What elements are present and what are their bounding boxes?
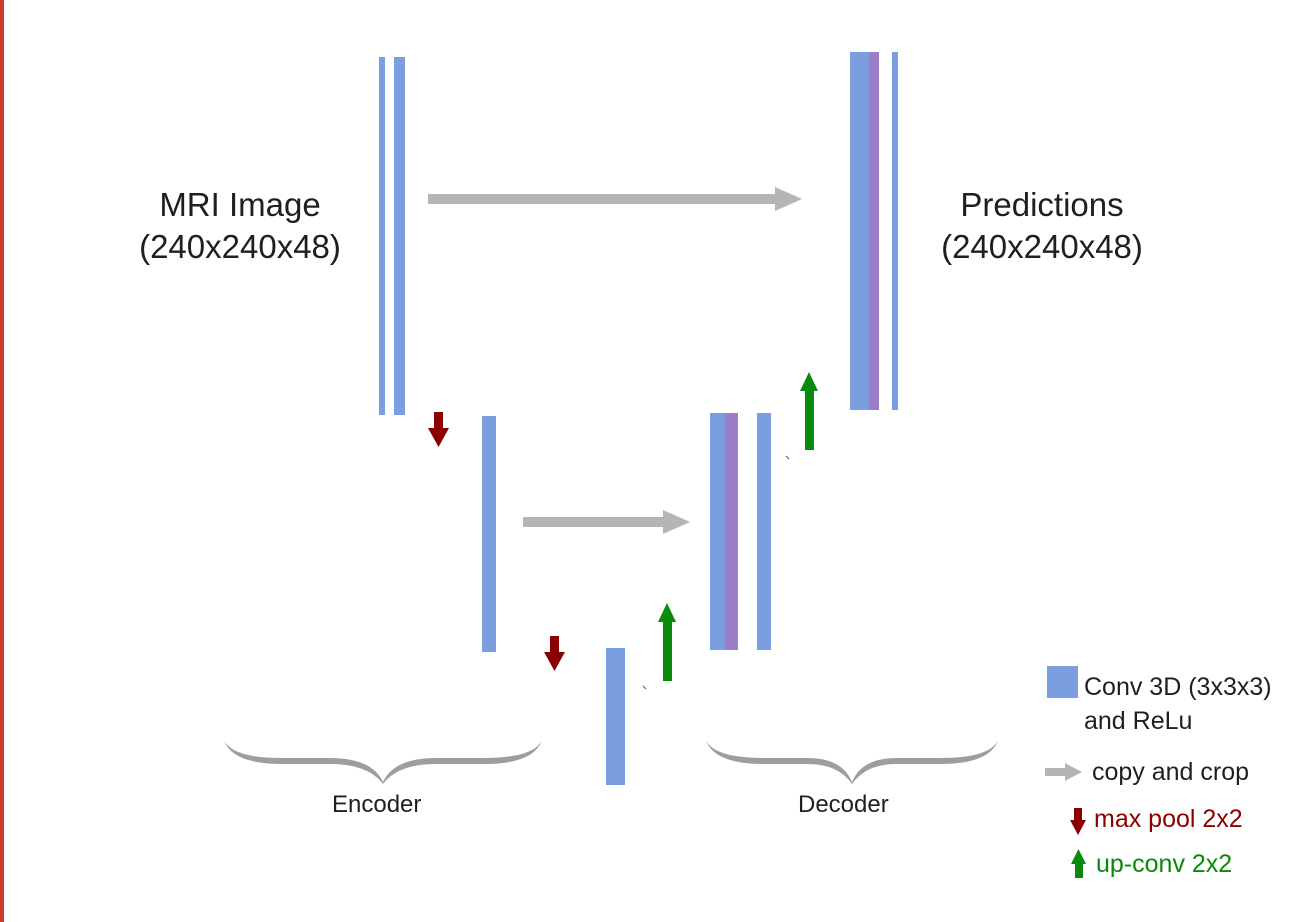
input-label-title: MRI Image [159,186,321,223]
decoder-l2-concat-map [725,413,738,650]
legend-up-conv-label: up-conv 2x2 [1096,850,1233,878]
legend-conv-label-line1: Conv 3D (3x3x3) [1084,673,1272,701]
left-border [0,0,4,922]
legend-conv-swatch [1047,666,1078,698]
decoder-l2-feature-map [757,413,771,650]
legend-max-pool-arrow-icon [1070,808,1086,835]
copy-crop-arrow-top [428,187,802,211]
max-pool-arrow-1 [428,412,449,447]
decoder-l1-output-map [892,52,898,410]
up-conv-arrow-2 [800,372,818,450]
output-label-title: Predictions [960,186,1124,223]
decoder-l2-upsampled-map [710,413,725,650]
stray-mark-1 [642,685,647,690]
copy-crop-arrow-middle [523,510,690,534]
decoder-label: Decoder [798,791,889,818]
max-pool-arrow-2 [544,636,565,671]
input-label: MRI Image (240x240x48) [110,184,370,268]
legend-max-pool-label: max pool 2x2 [1094,805,1243,833]
encoder-l1-feature-map-2 [394,57,405,415]
legend-copy-label: copy and crop [1092,758,1250,786]
legend-up-conv-arrow-icon [1071,849,1086,878]
encoder-brace [224,740,542,784]
output-label: Predictions (240x240x48) [912,184,1172,268]
decoder-brace [706,740,998,784]
encoder-l1-feature-map-1 [379,57,385,415]
legend-conv-label-line2: and ReLu [1084,707,1193,735]
legend-copy-arrow-icon [1045,763,1082,781]
encoder-l2-feature-map [482,416,496,652]
decoder-l1-upsampled-map [850,52,869,410]
up-conv-arrow-1 [658,603,676,681]
input-label-dimensions: (240x240x48) [139,228,341,265]
decoder-l1-concat-map [869,52,879,410]
encoder-label: Encoder [332,791,422,818]
stray-mark-2 [785,455,790,460]
bottleneck-feature-map [606,648,625,785]
output-label-dimensions: (240x240x48) [941,228,1143,265]
